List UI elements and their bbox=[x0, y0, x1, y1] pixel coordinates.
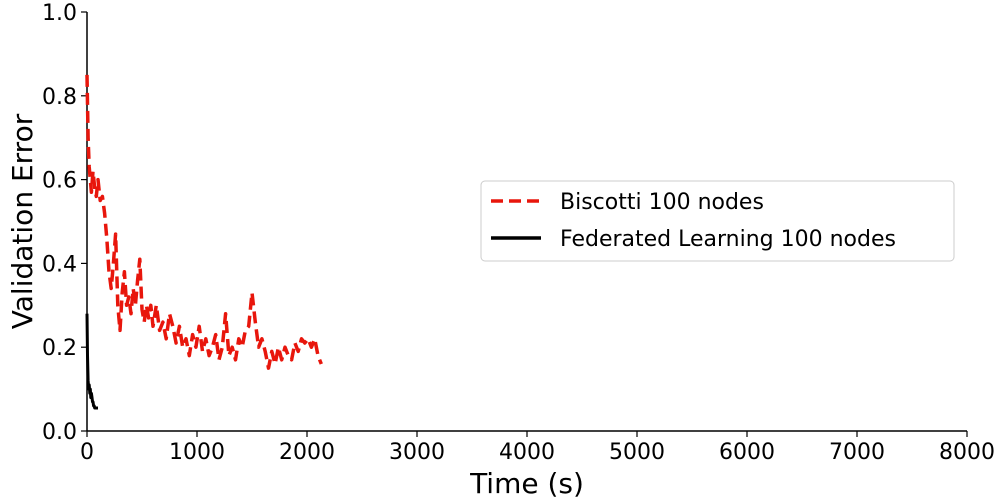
x-axis-label: Time (s) bbox=[469, 467, 584, 500]
y-tick-label: 1.0 bbox=[42, 1, 77, 26]
x-tick-label: 4000 bbox=[499, 440, 555, 465]
y-ticks: 0.0 0.2 0.4 0.6 0.8 1.0 bbox=[42, 1, 87, 445]
legend-entries: Biscotti 100 nodes Federated Learning 100… bbox=[491, 190, 896, 252]
x-tick-label: 0 bbox=[80, 440, 94, 465]
x-tick-label: 6000 bbox=[719, 440, 775, 465]
x-tick-label: 1000 bbox=[169, 440, 225, 465]
x-tick-label: 2000 bbox=[279, 440, 335, 465]
y-axis-label: Validation Error bbox=[6, 113, 39, 329]
x-tick-label: 8000 bbox=[939, 440, 995, 465]
x-tick-label: 7000 bbox=[829, 440, 885, 465]
y-tick-label: 0.8 bbox=[42, 85, 77, 110]
series-layer bbox=[85, 74, 323, 410]
x-tick-label: 3000 bbox=[389, 440, 445, 465]
x-tick-label: 5000 bbox=[609, 440, 665, 465]
y-tick-label: 0.6 bbox=[42, 169, 77, 194]
series-line-federated bbox=[85, 313, 99, 410]
series-line-biscotti bbox=[85, 74, 323, 370]
y-tick-label: 0.2 bbox=[42, 336, 77, 361]
x-ticks: 0 1000 2000 3000 4000 5000 6000 7000 8000 bbox=[80, 431, 995, 465]
legend-label: Biscotti 100 nodes bbox=[560, 190, 764, 215]
legend: Biscotti 100 nodes Federated Learning 100… bbox=[480, 180, 955, 262]
legend-label: Federated Learning 100 nodes bbox=[560, 227, 896, 252]
y-tick-label: 0.4 bbox=[42, 252, 77, 277]
legend-box bbox=[480, 180, 955, 262]
y-tick-label: 0.0 bbox=[42, 420, 77, 445]
